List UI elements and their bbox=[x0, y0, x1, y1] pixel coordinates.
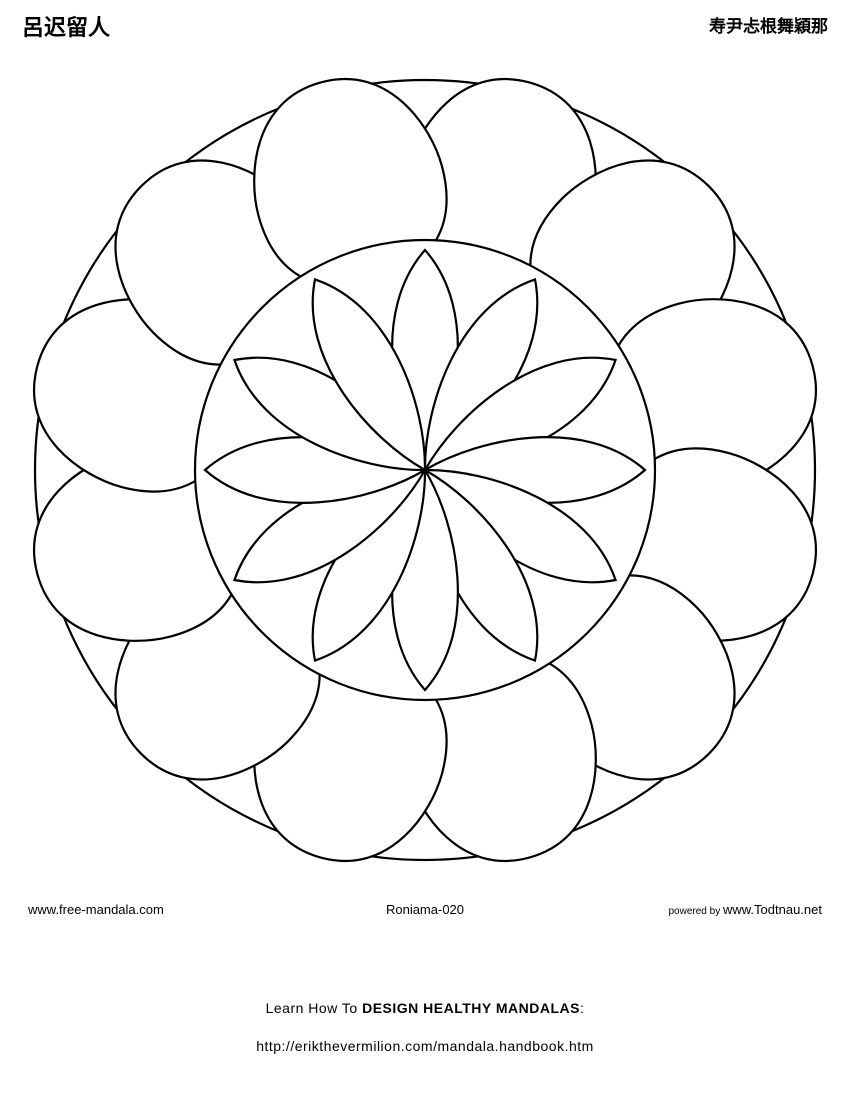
footer-powered-by: powered by www.Todtnau.net bbox=[669, 902, 823, 917]
header-text-left: 呂迟留人 bbox=[22, 10, 110, 42]
promo-line-1c: : bbox=[580, 1000, 584, 1016]
footer-powered-prefix: powered by bbox=[669, 906, 723, 917]
promo-line-1: Learn How To DESIGN HEALTHY MANDALAS: bbox=[0, 1000, 850, 1016]
mandala-svg bbox=[0, 40, 850, 890]
header-text-right: 寿尹忐根舞穎那 bbox=[709, 12, 828, 37]
promo-block: Learn How To DESIGN HEALTHY MANDALAS: ht… bbox=[0, 1000, 850, 1054]
promo-line-1b: DESIGN HEALTHY MANDALAS bbox=[362, 1000, 580, 1016]
promo-line-1a: Learn How To bbox=[266, 1000, 363, 1016]
footer-powered-link[interactable]: www.Todtnau.net bbox=[723, 902, 822, 917]
promo-link[interactable]: http://erikthevermilion.com/mandala.hand… bbox=[0, 1038, 850, 1054]
mandala-container bbox=[0, 40, 850, 895]
